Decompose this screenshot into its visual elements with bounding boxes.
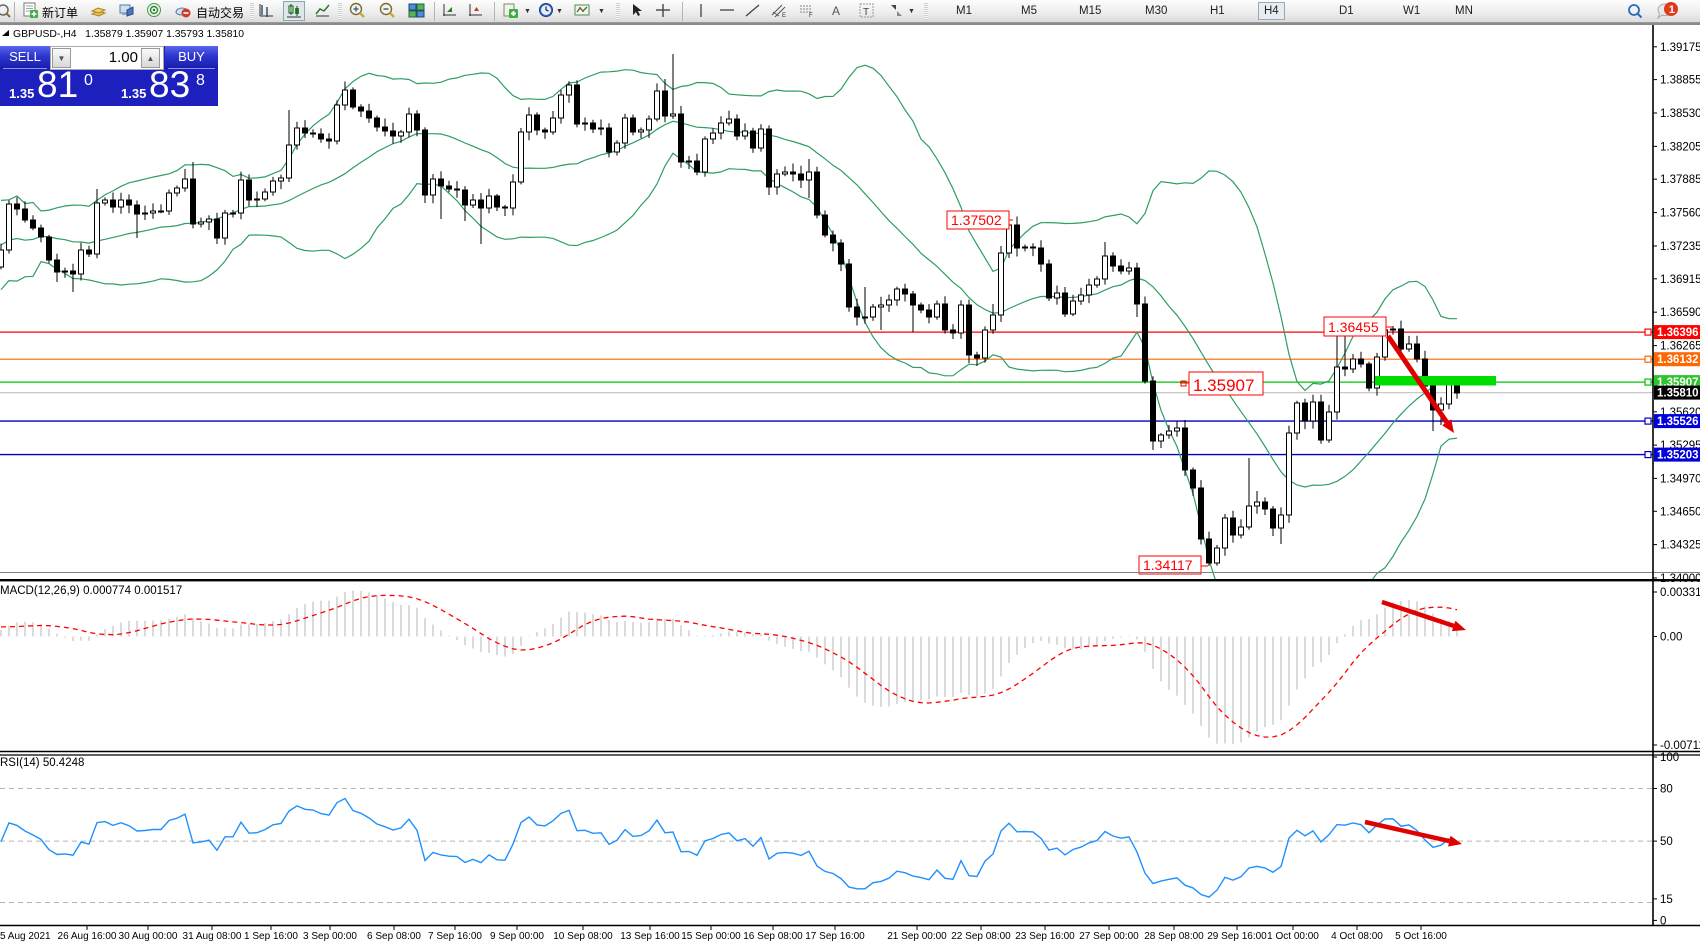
svg-text:1 Oct 00:00: 1 Oct 00:00 <box>1267 931 1319 942</box>
svg-text:15 Sep 00:00: 15 Sep 00:00 <box>681 931 741 942</box>
svg-text:50: 50 <box>1660 836 1673 848</box>
svg-text:0: 0 <box>1660 915 1666 927</box>
svg-text:29 Sep 16:00: 29 Sep 16:00 <box>1207 931 1267 942</box>
svg-text:MACD(12,26,9) 0.000774 0.00151: MACD(12,26,9) 0.000774 0.001517 <box>0 585 182 597</box>
svg-text:21 Sep 00:00: 21 Sep 00:00 <box>887 931 947 942</box>
svg-text:1.37885: 1.37885 <box>1660 174 1700 186</box>
svg-text:1.34650: 1.34650 <box>1660 506 1700 518</box>
svg-text:E: E <box>782 13 786 19</box>
svg-text:4 Oct 08:00: 4 Oct 08:00 <box>1331 931 1383 942</box>
svg-text:27 Sep 00:00: 27 Sep 00:00 <box>1079 931 1139 942</box>
svg-text:23 Sep 16:00: 23 Sep 16:00 <box>1015 931 1075 942</box>
svg-text:1.35907: 1.35907 <box>1193 376 1254 395</box>
svg-text:80: 80 <box>1660 784 1673 796</box>
svg-text:1.37560: 1.37560 <box>1660 208 1700 220</box>
svg-text:1.36455: 1.36455 <box>1328 319 1379 335</box>
svg-text:0.00: 0.00 <box>1660 632 1682 644</box>
svg-text:1.36396: 1.36396 <box>1657 327 1699 339</box>
svg-text:1: 1 <box>1669 4 1675 16</box>
svg-text:T: T <box>863 7 869 18</box>
svg-text:6 Sep 08:00: 6 Sep 08:00 <box>367 931 421 942</box>
svg-text:0.003315: 0.003315 <box>1660 587 1700 599</box>
svg-text:1 Sep 16:00: 1 Sep 16:00 <box>244 931 298 942</box>
svg-text:30 Aug 00:00: 30 Aug 00:00 <box>119 931 178 942</box>
svg-text:1.36915: 1.36915 <box>1660 274 1700 286</box>
svg-text:1.35526: 1.35526 <box>1657 416 1699 428</box>
svg-text:1.34117: 1.34117 <box>1143 557 1193 573</box>
svg-text:15: 15 <box>1660 894 1673 906</box>
svg-text:5 Aug 2021: 5 Aug 2021 <box>0 931 51 942</box>
svg-text:5 Oct 16:00: 5 Oct 16:00 <box>1395 931 1447 942</box>
svg-text:31 Aug 08:00: 31 Aug 08:00 <box>183 931 242 942</box>
svg-text:13 Sep 16:00: 13 Sep 16:00 <box>620 931 680 942</box>
svg-text:9 Sep 00:00: 9 Sep 00:00 <box>490 931 544 942</box>
svg-text:26 Aug 16:00: 26 Aug 16:00 <box>58 931 117 942</box>
svg-text:1.38855: 1.38855 <box>1660 75 1700 87</box>
svg-text:1.38530: 1.38530 <box>1660 108 1700 120</box>
svg-text:1.35203: 1.35203 <box>1657 450 1699 462</box>
svg-text:-0.007112: -0.007112 <box>1660 740 1700 752</box>
svg-text:1.38205: 1.38205 <box>1660 141 1700 153</box>
svg-text:100: 100 <box>1660 752 1679 764</box>
svg-text:28 Sep 08:00: 28 Sep 08:00 <box>1144 931 1204 942</box>
svg-text:1.39175: 1.39175 <box>1660 42 1700 54</box>
svg-text:1.36590: 1.36590 <box>1660 307 1700 319</box>
svg-text:RSI(14) 50.4248: RSI(14) 50.4248 <box>0 757 84 769</box>
svg-text:7 Sep 16:00: 7 Sep 16:00 <box>428 931 482 942</box>
svg-text:1.34325: 1.34325 <box>1660 540 1700 552</box>
svg-text:1.36132: 1.36132 <box>1657 354 1699 366</box>
svg-text:1.35810: 1.35810 <box>1657 388 1699 400</box>
svg-text:F: F <box>809 13 813 19</box>
svg-text:22 Sep 08:00: 22 Sep 08:00 <box>951 931 1011 942</box>
svg-text:16 Sep 08:00: 16 Sep 08:00 <box>743 931 803 942</box>
svg-text:1.34000: 1.34000 <box>1660 573 1700 585</box>
svg-text:1.37502: 1.37502 <box>951 212 1002 228</box>
svg-text:1.37235: 1.37235 <box>1660 241 1700 253</box>
svg-text:GBPUSD-,H4 1.35879 1.35907 1: GBPUSD-,H4 1.35879 1.35907 1.35793 1.358… <box>13 29 244 40</box>
svg-text:17 Sep 16:00: 17 Sep 16:00 <box>805 931 865 942</box>
svg-text:3 Sep 00:00: 3 Sep 00:00 <box>303 931 357 942</box>
svg-text:10 Sep 08:00: 10 Sep 08:00 <box>553 931 613 942</box>
svg-text:1.36265: 1.36265 <box>1660 341 1700 353</box>
svg-text:1.34970: 1.34970 <box>1660 473 1700 485</box>
